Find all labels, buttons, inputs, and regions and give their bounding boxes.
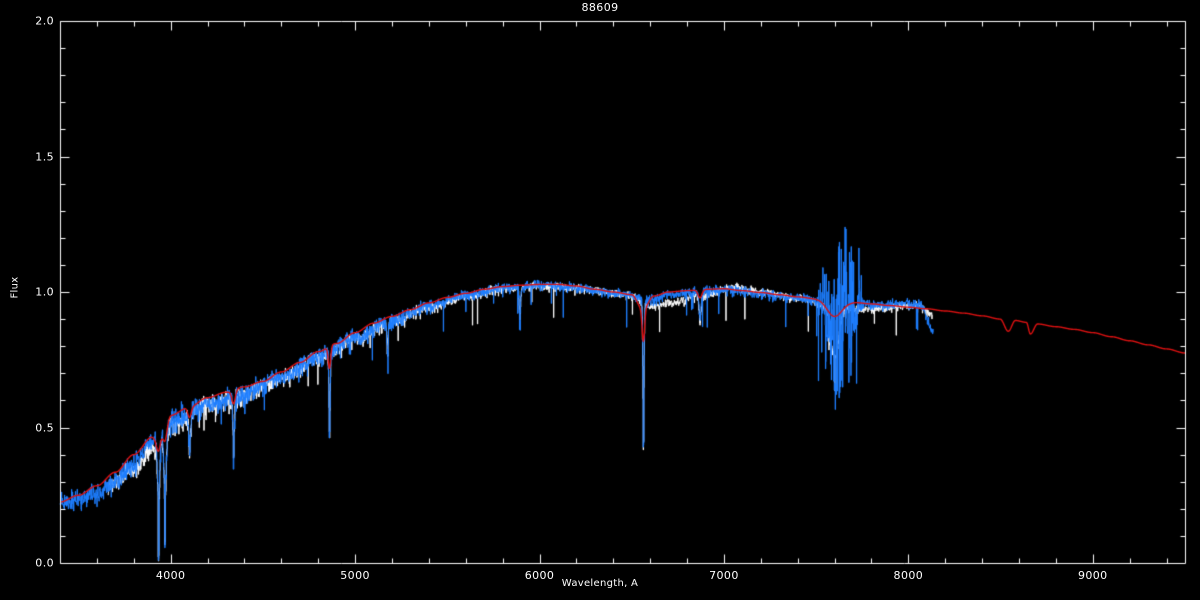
x-tick-label: 8000 [893, 569, 924, 582]
x-tick-label: 4000 [155, 569, 186, 582]
x-tick-label: 5000 [340, 569, 370, 582]
x-tick-label: 7000 [709, 569, 739, 582]
x-axis-label: Wavelength, A [561, 578, 639, 589]
y-tick-label: 2.0 [35, 14, 54, 28]
x-tick-label: 6000 [524, 569, 555, 582]
y-tick-label: 0.5 [35, 421, 54, 434]
chart-title: 88609 [581, 1, 619, 14]
y-tick-label: 1.5 [35, 150, 54, 163]
y-tick-label: 1.0 [35, 285, 54, 299]
y-tick-label: 0.0 [35, 556, 54, 570]
x-tick-label: 9000 [1077, 569, 1108, 582]
